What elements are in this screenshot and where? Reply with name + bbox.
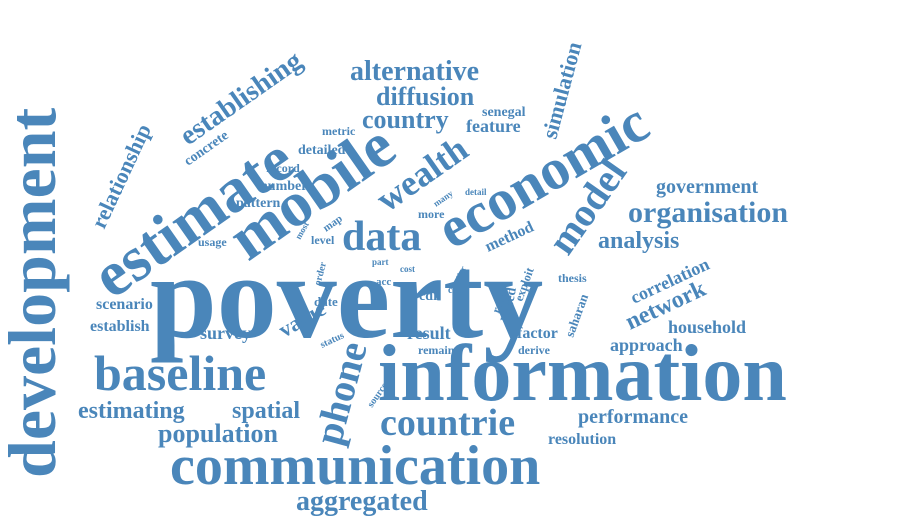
word-population: population — [158, 419, 278, 448]
word-level: level — [311, 233, 335, 247]
word-diffusion: diffusion — [376, 82, 475, 111]
word-scenario: scenario — [96, 296, 153, 313]
word-result: result — [407, 323, 451, 343]
word-establishing: establishing — [174, 45, 308, 152]
word-baseline: baseline — [94, 345, 266, 401]
word-record: record — [266, 161, 300, 175]
word-country: country — [362, 105, 449, 134]
word-countrie: countrie — [380, 402, 515, 444]
word-based: based — [499, 286, 520, 323]
word-part: part — [372, 257, 389, 267]
word-establish: establish — [90, 318, 150, 335]
word-factor: factor — [517, 325, 558, 342]
word-information: information — [378, 330, 787, 418]
word-more: more — [418, 207, 445, 221]
word-organisation: organisation — [628, 196, 788, 229]
word-date: date — [314, 294, 338, 309]
word-cdr: cdr — [419, 289, 439, 304]
word-approach: approach — [610, 335, 683, 355]
word-analysis: analysis — [598, 228, 679, 254]
word-aggregated: aggregated — [296, 486, 428, 517]
word-acc: acc — [376, 276, 391, 288]
word-spatial: spatial — [232, 398, 300, 424]
word-survey: survey — [200, 323, 251, 343]
word-estimating: estimating — [78, 398, 185, 424]
word-senegal: senegal — [482, 105, 526, 120]
word-detail: detail — [465, 187, 487, 197]
word-development: development — [0, 107, 70, 478]
word-thesis: thesis — [558, 271, 587, 285]
word-feature: feature — [466, 116, 521, 136]
word-communication: communication — [170, 435, 540, 497]
word-usage: usage — [198, 235, 227, 249]
word-data: data — [342, 214, 421, 260]
word-household: household — [668, 317, 746, 337]
word-detailed: detailed — [298, 143, 346, 158]
word-number: number — [260, 179, 307, 194]
word-metric: metric — [322, 124, 356, 138]
word-cost: cost — [400, 264, 415, 274]
word-derive: derive — [518, 343, 551, 357]
word-alternative: alternative — [350, 56, 479, 87]
word-poverty: poverty — [150, 230, 543, 363]
word-call: call — [448, 285, 463, 296]
word-resolution: resolution — [548, 431, 616, 448]
word-performance: performance — [578, 406, 688, 428]
word-government: government — [656, 176, 759, 198]
word-remain: remain — [418, 343, 455, 357]
word-pattern: pattern — [236, 196, 281, 211]
